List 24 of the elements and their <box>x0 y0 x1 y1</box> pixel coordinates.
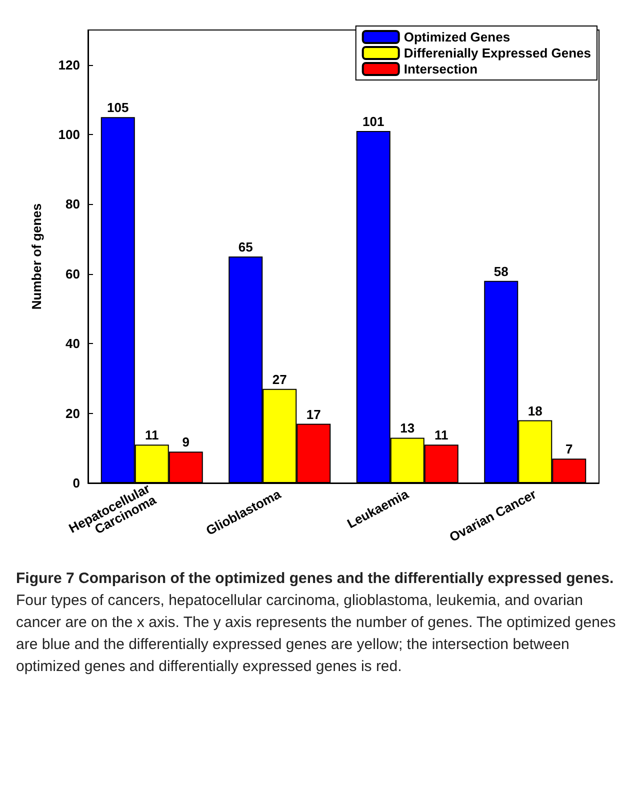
y-tick-label: 100 <box>58 127 80 142</box>
y-tick-label: 40 <box>66 336 80 352</box>
text: Figure 7 Comparison of the optimized genes and the differentially expressed genes. <box>16 570 614 587</box>
data-label: 13 <box>400 420 415 436</box>
data-label: 105 <box>107 100 129 116</box>
legend-label: Intersection <box>404 62 478 76</box>
legend-label: Optimized Genes <box>404 30 510 44</box>
y-tick-label: 120 <box>58 57 80 72</box>
data-label: 18 <box>528 403 542 418</box>
y-tick-label: 80 <box>66 196 80 212</box>
data-label: 27 <box>272 372 287 387</box>
data-label: 101 <box>362 114 384 130</box>
data-label: 9 <box>182 434 190 450</box>
y-tick-label: 20 <box>66 406 80 421</box>
y-axis-title: Number of genes <box>29 203 44 310</box>
data-label: 11 <box>434 428 448 443</box>
text: Four types of cancers, hepatocellular carcinoma, glioblastoma, leukemia, and ovarian cancer are on the x axis. The y axis represents the number of genes. The optimized genes are blue and the differentially expressed genes are yellow; the intersection between optimized genes and differentially expressed genes is red. <box>16 592 616 675</box>
data-label: 7 <box>566 442 573 457</box>
data-label: 11 <box>145 428 159 443</box>
data-label: 65 <box>238 240 253 254</box>
legend-label: Differenially Expressed Genes <box>404 46 592 60</box>
data-label: 58 <box>494 264 508 279</box>
y-tick-label: 60 <box>66 266 80 282</box>
data-label: 17 <box>306 406 321 422</box>
